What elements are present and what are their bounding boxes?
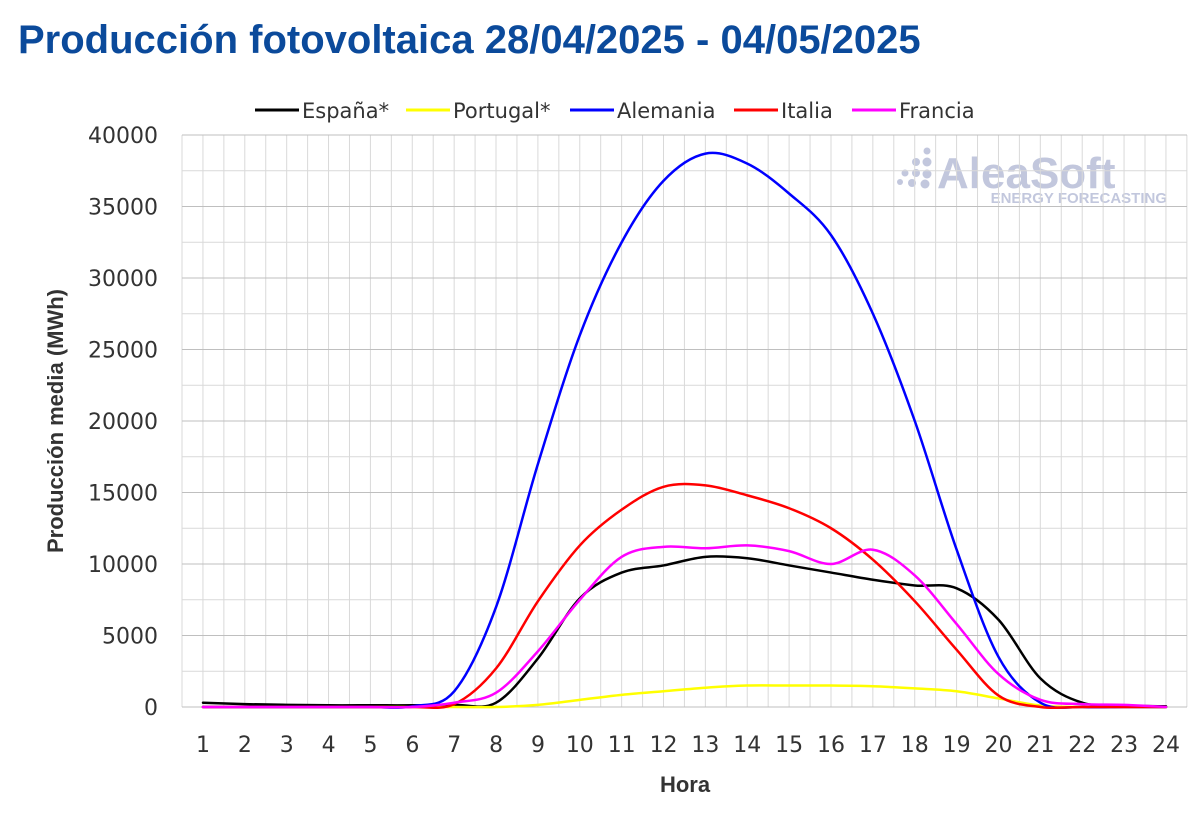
x-tick-label: 2 xyxy=(238,733,252,758)
y-tick-label: 10000 xyxy=(88,553,158,578)
x-tick-label: 8 xyxy=(489,733,503,758)
aleasoft-logo: AleaSoft ENERGY FORECASTING xyxy=(897,147,1167,207)
series-lines xyxy=(201,151,1168,710)
x-tick-label: 15 xyxy=(775,733,803,758)
y-tick-label: 40000 xyxy=(88,124,158,149)
y-tick-label: 0 xyxy=(144,696,158,721)
x-tick-label: 5 xyxy=(363,733,377,758)
grid xyxy=(181,134,1188,708)
legend-label: Portugal* xyxy=(453,99,550,123)
x-axis-title: Hora xyxy=(660,772,711,797)
y-tick-label: 35000 xyxy=(88,196,158,221)
y-tick-label: 5000 xyxy=(102,625,158,650)
x-tick-label: 3 xyxy=(280,733,294,758)
x-tick-label: 14 xyxy=(733,733,761,758)
x-tick-label: 21 xyxy=(1026,733,1054,758)
y-tick-label: 25000 xyxy=(88,339,158,364)
y-axis-title: Producción media (MWh) xyxy=(43,289,68,553)
x-tick-label: 7 xyxy=(447,733,461,758)
x-tick-labels: 1 2 3 4 5 6 7 8 9 10 11 12 13 14 15 16 17 18 19 20 21 22 23 24 xyxy=(196,733,1180,758)
x-tick-label: 9 xyxy=(531,733,545,758)
x-tick-label: 11 xyxy=(608,733,636,758)
y-tick-labels: 0 5000 10000 15000 20000 25000 30000 35000 40000 xyxy=(88,124,158,721)
watermark-brand: AleaSoft xyxy=(937,149,1116,198)
x-tick-label: 6 xyxy=(405,733,419,758)
legend: España* Portugal* Alemania Italia Francia xyxy=(255,99,975,123)
legend-label: Italia xyxy=(781,99,833,123)
x-tick-label: 18 xyxy=(901,733,929,758)
legend-label: España* xyxy=(302,99,389,123)
x-tick-label: 20 xyxy=(985,733,1013,758)
y-tick-label: 20000 xyxy=(88,410,158,435)
series-line-4 xyxy=(201,544,1168,709)
x-tick-label: 23 xyxy=(1110,733,1138,758)
chart-title: Producción fotovoltaica 28/04/2025 - 04/… xyxy=(18,18,921,62)
x-tick-label: 13 xyxy=(691,733,719,758)
x-tick-label: 4 xyxy=(322,733,336,758)
x-tick-label: 19 xyxy=(943,733,971,758)
x-tick-label: 22 xyxy=(1068,733,1096,758)
series-line-0 xyxy=(201,555,1168,708)
x-tick-label: 10 xyxy=(566,733,594,758)
x-tick-label: 12 xyxy=(650,733,678,758)
x-tick-label: 16 xyxy=(817,733,845,758)
legend-label: Alemania xyxy=(617,99,715,123)
y-tick-label: 30000 xyxy=(88,267,158,292)
watermark-tagline: ENERGY FORECASTING xyxy=(991,190,1167,207)
x-tick-label: 1 xyxy=(196,733,210,758)
y-tick-label: 15000 xyxy=(88,482,158,507)
x-tick-label: 24 xyxy=(1152,733,1180,758)
x-tick-label: 17 xyxy=(859,733,887,758)
legend-label: Francia xyxy=(899,99,975,123)
